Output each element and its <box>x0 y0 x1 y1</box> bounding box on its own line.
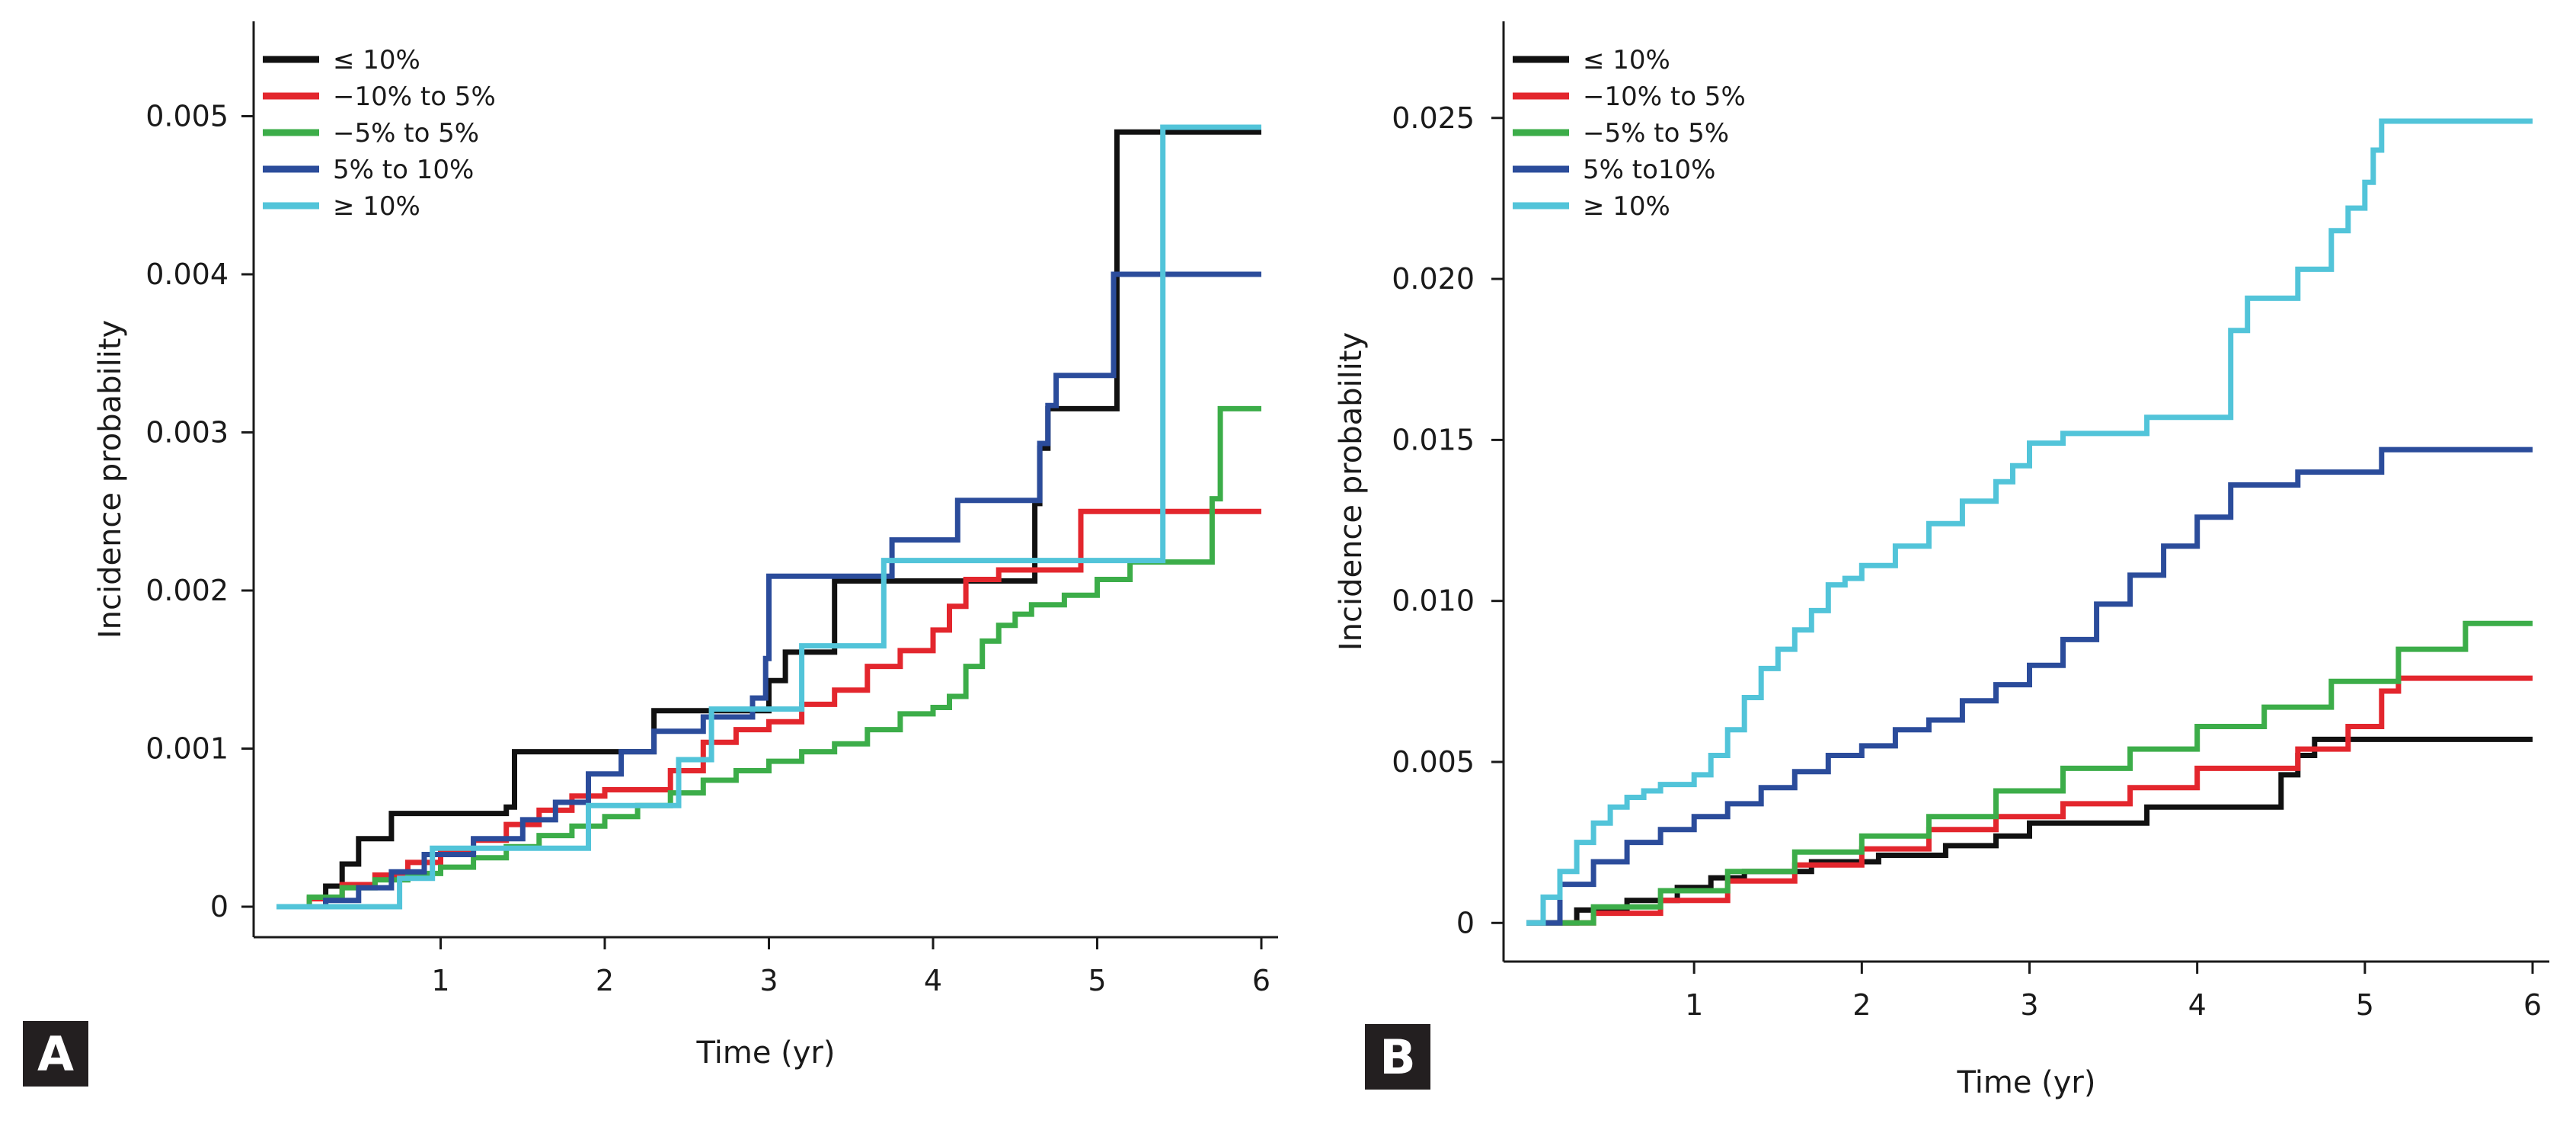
series-line-2 <box>1526 675 2533 926</box>
series-line-5 <box>276 124 1261 910</box>
series-line-3 <box>1526 620 2533 926</box>
y-tick-label: 0 <box>1456 906 1475 939</box>
chart-panel-b: 0 0.005 0.010 0.015 0.020 0.025 1 2 3 4 5 6 Time (yr… <box>1288 0 2576 1133</box>
y-axis-label: Incidence probability <box>1334 332 1369 651</box>
series-line-2 <box>276 508 1261 910</box>
y-tick-label: 0.004 <box>145 258 229 291</box>
legend-label: −5% to 5% <box>1583 118 1729 149</box>
x-tick-label: 5 <box>2356 988 2374 1022</box>
chart-a-svg: 0 0.001 0.002 0.003 0.004 0.005 1 2 3 4 5 6 Time (yr… <box>93 21 1278 1071</box>
y-tick-label: 0.003 <box>145 416 229 450</box>
y-tick-label: 0 <box>210 890 229 923</box>
x-axis-label: Time (yr) <box>1957 1065 2096 1100</box>
x-axis-label: Time (yr) <box>696 1035 836 1071</box>
y-axis-label: Incidence probability <box>93 320 128 639</box>
series-line-1 <box>276 129 1261 910</box>
series-line-3 <box>276 405 1261 910</box>
series-line-4 <box>1526 446 2533 926</box>
series-line-4 <box>276 271 1261 910</box>
legend-label: ≥ 10% <box>333 191 420 222</box>
x-tick-label: 4 <box>2188 988 2207 1022</box>
legend-label: 5% to10% <box>1583 155 1715 185</box>
legend-label: ≤ 10% <box>333 45 420 75</box>
legend-label: ≤ 10% <box>1583 45 1670 75</box>
x-tick-label: 6 <box>2523 988 2542 1022</box>
chart-b-svg: 0 0.005 0.010 0.015 0.020 0.025 1 2 3 4 5 6 Time (yr… <box>1334 21 2549 1100</box>
x-tick-label: 2 <box>596 964 614 997</box>
panel-label-b: B <box>1365 1024 1430 1090</box>
x-tick-label: 1 <box>431 964 449 997</box>
y-tick-label: 0.015 <box>1392 423 1475 456</box>
x-tick-label: 3 <box>2020 988 2038 1022</box>
chart-panel-a: 0 0.001 0.002 0.003 0.004 0.005 1 2 3 4 5 6 Time (yr… <box>23 21 1278 1087</box>
y-tick-label: 0.001 <box>145 732 229 766</box>
y-tick-label: 0.025 <box>1392 101 1475 135</box>
y-tick-label: 0.010 <box>1392 584 1475 618</box>
x-tick-label: 3 <box>759 964 778 997</box>
legend-label: −5% to 5% <box>333 118 479 149</box>
x-tick-label: 6 <box>1252 964 1270 997</box>
legend-label: 5% to 10% <box>333 155 474 185</box>
x-tick-label: 1 <box>1685 988 1703 1022</box>
x-tick-label: 5 <box>1088 964 1106 997</box>
y-tick-label: 0.005 <box>145 100 229 133</box>
x-tick-label: 2 <box>1852 988 1871 1022</box>
panel-label-a: A <box>23 1021 88 1087</box>
legend-label: −10% to 5% <box>1583 82 1746 112</box>
legend-label: ≥ 10% <box>1583 191 1670 222</box>
y-tick-label: 0.002 <box>145 574 229 607</box>
series-line-5 <box>1526 118 2533 926</box>
legend-label: −10% to 5% <box>333 82 496 112</box>
y-tick-label: 0.020 <box>1392 262 1475 296</box>
x-tick-label: 4 <box>924 964 942 997</box>
y-tick-label: 0.005 <box>1392 745 1475 779</box>
